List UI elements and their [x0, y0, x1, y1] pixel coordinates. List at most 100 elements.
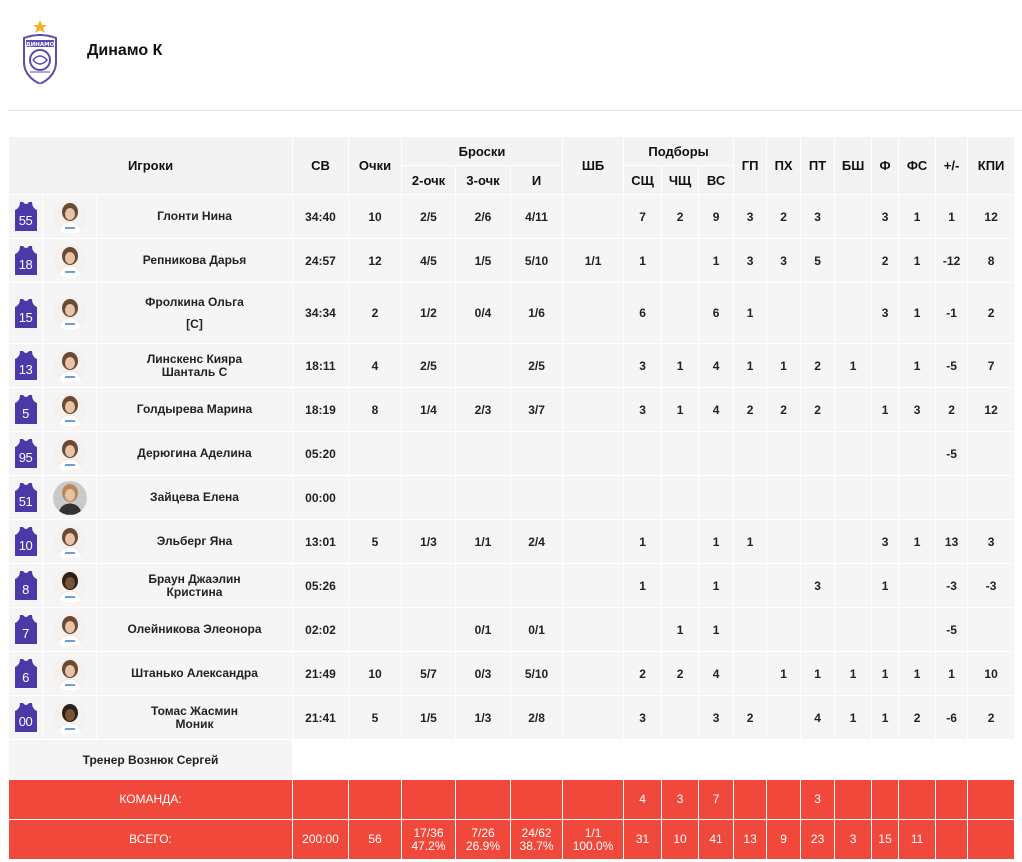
- photo-cell: [42, 563, 97, 608]
- stat-ssh: [623, 607, 663, 652]
- header-points: Очки: [348, 136, 403, 195]
- stat-chsh: [661, 238, 700, 283]
- stat-i: 0/1: [510, 607, 564, 652]
- player-photo: [52, 656, 87, 691]
- header-i: И: [510, 165, 564, 195]
- team-row-pts: [348, 779, 403, 820]
- player-name-cell[interactable]: Голдырева Марина: [95, 387, 294, 432]
- stat-pts: [348, 563, 403, 608]
- player-row[interactable]: 7 Олейникова Элеонора 02:02 0/1 0/1 1 1 -5: [8, 607, 1016, 652]
- player-photo: [52, 436, 87, 471]
- player-name-cell[interactable]: Штанько Александра: [95, 651, 294, 696]
- player-name[interactable]: Репникова Дарья: [142, 253, 247, 267]
- jersey-number: 18: [18, 257, 33, 272]
- captain-badge: [C]: [186, 316, 203, 331]
- player-row[interactable]: 10 Эльберг Яна 13:01 5 1/3 1/1 2/4 1 1 1 3 1 13 3: [8, 519, 1016, 564]
- stat-ssh: 6: [623, 282, 663, 344]
- player-name[interactable]: Фролкина Ольга: [145, 294, 244, 309]
- stat-chsh: 1: [661, 387, 700, 432]
- player-name[interactable]: Томас Жасмин Моник: [151, 703, 238, 731]
- stat-ssh: 3: [623, 343, 663, 388]
- stat-f: 1: [871, 651, 900, 696]
- photo-cell: [42, 607, 97, 652]
- player-name-cell[interactable]: Глонти Нина: [95, 194, 294, 239]
- stat-kpi: [967, 607, 1016, 652]
- player-name-cell[interactable]: Эльберг Яна: [95, 519, 294, 564]
- stat-f: [871, 475, 900, 520]
- player-row[interactable]: 15 Фролкина Ольга [C] 34:34 2 1/2 0/4 1/6 6 6 1 3 1-…: [8, 282, 1016, 344]
- stat-three: 0/3: [455, 651, 512, 696]
- stat-vs: 4: [698, 651, 735, 696]
- jersey-cell: 13: [8, 343, 43, 388]
- stat-i: 5/10: [510, 651, 564, 696]
- header-shots: Броски: [401, 136, 564, 166]
- player-name-cell[interactable]: Фролкина Ольга [C]: [95, 282, 294, 344]
- player-name[interactable]: Глонти Нина: [157, 209, 232, 223]
- stat-kpi: 8: [967, 238, 1016, 283]
- player-name-cell[interactable]: Дерюгина Аделина: [95, 431, 294, 476]
- player-name[interactable]: Голдырева Марина: [136, 402, 253, 416]
- player-row[interactable]: 00 Томас Жасмин Моник 21:41 5 1/5 1/3 2/8 3 3 2 4 1…: [8, 695, 1016, 740]
- stat-kpi: [967, 475, 1016, 520]
- stat-ssh: 1: [623, 563, 663, 608]
- total-three-pct: 26.9%: [466, 838, 501, 853]
- team-logo: ДИНАМО: [20, 18, 60, 86]
- player-name-cell[interactable]: Линскенс Кияра Шанталь С: [95, 343, 294, 388]
- stat-pt: 2: [800, 343, 836, 388]
- stat-two: 5/7: [401, 651, 457, 696]
- total-two: 17/36 47.2%: [401, 819, 457, 860]
- player-row[interactable]: 8 Браун Джаэлин Кристина 05:26 1 1 3 1 -3 -3: [8, 563, 1016, 608]
- stat-three: 2/3: [455, 387, 512, 432]
- stat-i: 3/7: [510, 387, 564, 432]
- stat-i: 2/4: [510, 519, 564, 564]
- player-name[interactable]: Эльберг Яна: [156, 534, 233, 548]
- player-name[interactable]: Линскенс Кияра Шанталь С: [146, 351, 243, 379]
- stat-bsh: 1: [834, 695, 873, 740]
- stat-pts: [348, 475, 403, 520]
- stat-px: [766, 519, 802, 564]
- header-two: 2-очк: [401, 165, 457, 195]
- stat-px: 3: [766, 238, 802, 283]
- stat-px: 1: [766, 343, 802, 388]
- player-row[interactable]: 18 Репникова Дарья 24:57 12 4/5 1/5 5/10 1/1 1 1 3…: [8, 238, 1016, 283]
- total-shb-made: 1/1: [584, 825, 602, 840]
- stat-gp: [733, 563, 768, 608]
- stat-i: 4/11: [510, 194, 564, 239]
- player-row[interactable]: 55 Глонти Нина 34:40 10 2/5 2/6 4/11 7 2 9 3 2 3 3 1 1 1…: [8, 194, 1016, 239]
- stat-vs: 1: [698, 563, 735, 608]
- player-name-cell[interactable]: Олейникова Элеонора: [95, 607, 294, 652]
- stat-bsh: [834, 282, 873, 344]
- player-name-cell[interactable]: Браун Джаэлин Кристина: [95, 563, 294, 608]
- total-row: ВСЕГО: 200:00 56 17/36 47.2% 7/26 26.9% 24…: [7, 819, 1016, 860]
- player-name[interactable]: Олейникова Элеонора: [127, 622, 262, 636]
- player-photo: [52, 700, 87, 735]
- stat-pts: 4: [348, 343, 403, 388]
- stat-f: 1: [871, 387, 900, 432]
- total-i-pct: 38.7%: [519, 838, 554, 853]
- jersey-cell: 15: [8, 282, 43, 344]
- player-row[interactable]: 51 Зайцева Елена 00:00: [8, 475, 1016, 520]
- player-name[interactable]: Дерюгина Аделина: [137, 446, 252, 460]
- player-row[interactable]: 95 Дерюгина Аделина 05:20 -5: [8, 431, 1016, 476]
- total-three-made: 7/26: [471, 825, 495, 840]
- player-name-cell[interactable]: Репникова Дарья: [95, 238, 294, 283]
- stat-kpi: 2: [967, 695, 1016, 740]
- stat-bsh: [834, 387, 873, 432]
- player-name-cell[interactable]: Томас Жасмин Моник: [95, 695, 294, 740]
- stat-vs: 3: [698, 695, 735, 740]
- stat-fs: [898, 475, 937, 520]
- player-row[interactable]: 6 Штанько Александра 21:49 10 5/7 0/3 5/10 2 2 4 1…: [8, 651, 1016, 696]
- player-name[interactable]: Зайцева Елена: [150, 490, 239, 504]
- player-photo: [52, 348, 87, 383]
- total-vs: 41: [698, 819, 735, 860]
- jersey-number: 00: [18, 714, 33, 729]
- stat-pts: 5: [348, 695, 403, 740]
- player-row[interactable]: 5 Голдырева Марина 18:19 8 1/4 2/3 3/7 3 1 4 2 2 2 1 3…: [8, 387, 1016, 432]
- team-row-label: КОМАНДА:: [7, 779, 294, 820]
- player-row[interactable]: 13 Линскенс Кияра Шанталь С 18:11 4 2/5 2/5 3 1…: [8, 343, 1016, 388]
- player-name[interactable]: Штанько Александра: [131, 666, 258, 680]
- stat-pts: 5: [348, 519, 403, 564]
- stat-pm: 1: [935, 194, 969, 239]
- player-name[interactable]: Браун Джаэлин Кристина: [148, 571, 241, 599]
- player-name-cell[interactable]: Зайцева Елена: [95, 475, 294, 520]
